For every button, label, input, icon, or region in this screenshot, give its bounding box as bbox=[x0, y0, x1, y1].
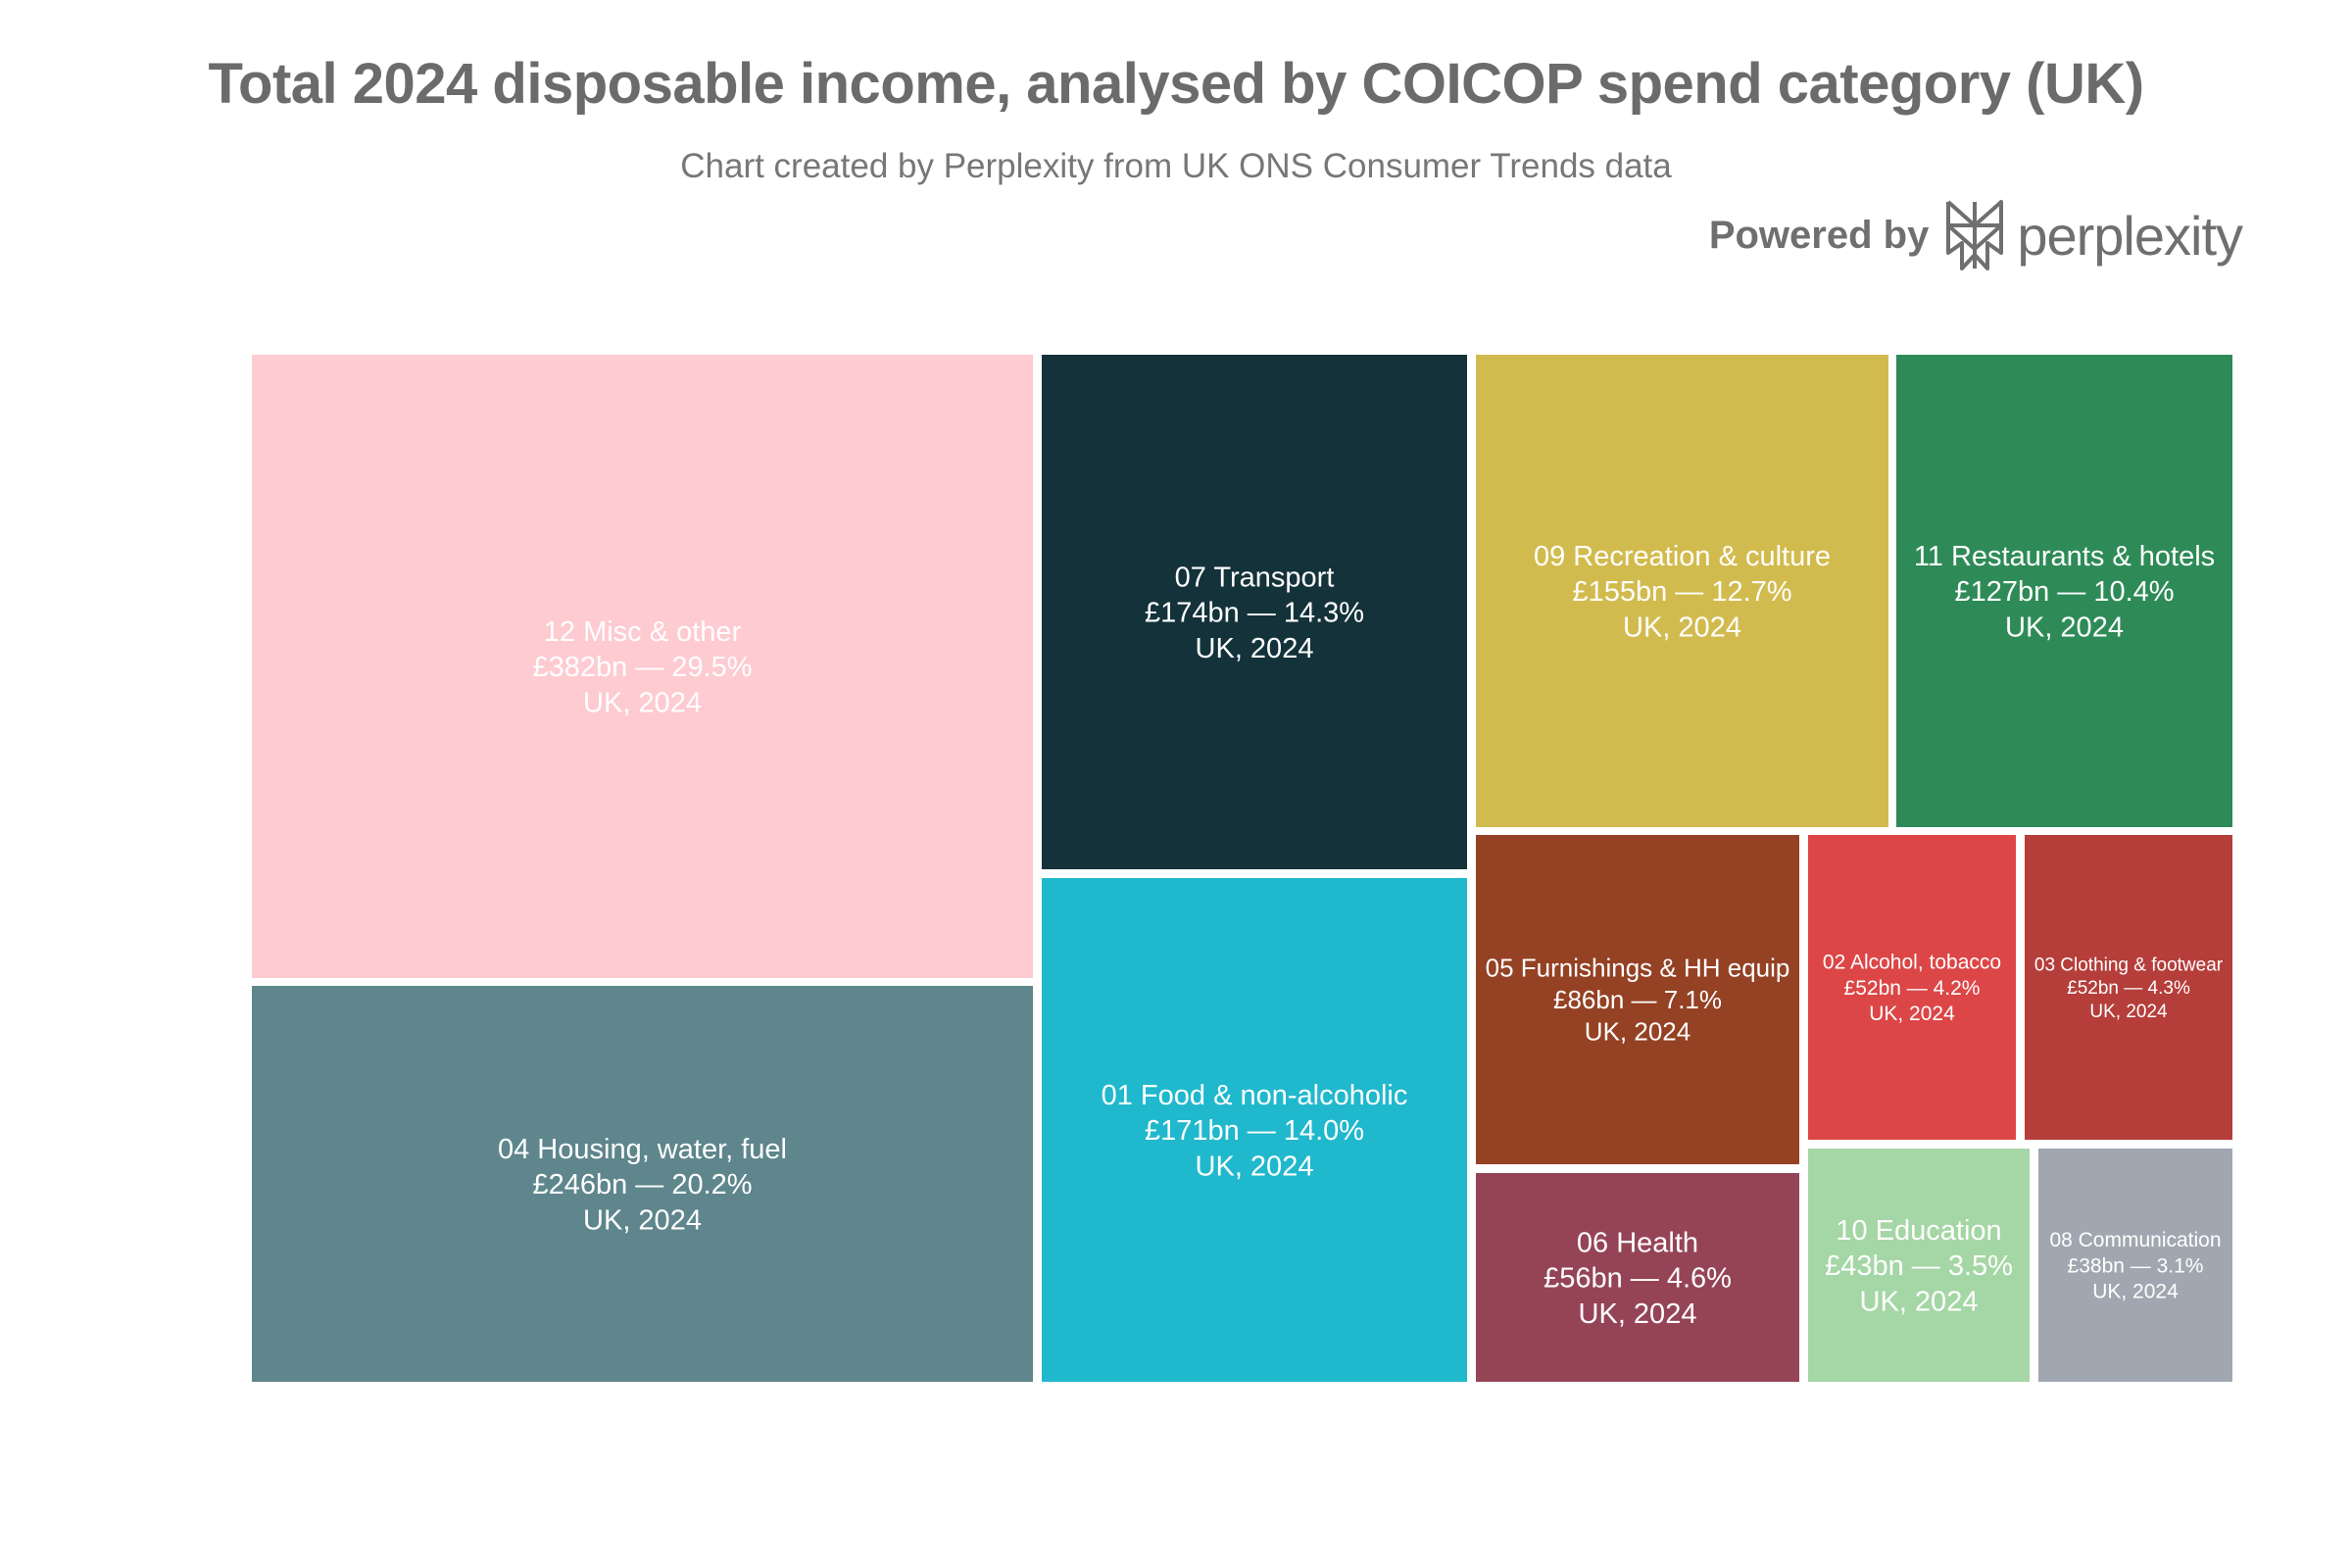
tile-name-label: 03 Clothing & footwear bbox=[2034, 955, 2224, 975]
treemap-tile-12-misc-other[interactable]: 12 Misc & other £382bn — 29.5% UK, 2024 bbox=[252, 355, 1033, 978]
tile-name-label: 06 Health bbox=[1577, 1227, 1698, 1258]
tile-name-label: 08 Communication bbox=[2049, 1229, 2221, 1251]
powered-by-badge: Powered by perplexity bbox=[1708, 196, 2243, 274]
treemap-tile-06-health[interactable]: 06 Health £56bn — 4.6%UK, 2024 bbox=[1476, 1173, 1799, 1382]
tile-name-label: 09 Recreation & culture bbox=[1534, 541, 1831, 572]
tile-sub-label: UK, 2024 bbox=[1196, 633, 1314, 664]
chart-subtitle: Chart created by Perplexity from UK ONS … bbox=[680, 147, 1672, 185]
treemap-tile-01-food-non-alcoholic[interactable]: 01 Food & non-alcoholic £171bn — 14.0% UK,… bbox=[1042, 878, 1467, 1382]
tile-sub-label: UK, 2024 bbox=[1196, 1151, 1314, 1182]
treemap-tile-04-housing-water-fuel[interactable]: 04 Housing, water, fuel £246bn — 20.2% UK,… bbox=[252, 986, 1033, 1382]
tile-sub-label: UK, 2024 bbox=[1623, 612, 1741, 643]
tile-name-label: 10 Education bbox=[1836, 1215, 2001, 1247]
treemap-tile-02-alcohol-tobacco[interactable]: 02 Alcohol, tobacco £52bn — 4.2% UK, 2024 bbox=[1808, 835, 2016, 1140]
treemap-tile-11-restaurants-hotels[interactable]: 11 Restaurants & hotels £127bn — 10.4% UK,… bbox=[1896, 355, 2232, 827]
tile-name-label: 05 Furnishings & HH equip bbox=[1486, 954, 1790, 983]
treemap-tile-rect bbox=[1808, 1149, 2030, 1382]
tile-sub-label: UK, 2024 bbox=[1585, 1017, 1690, 1047]
treemap-tile-rect bbox=[1808, 835, 2016, 1140]
treemap-tile-rect bbox=[252, 355, 1033, 978]
tile-value-label: £382bn — 29.5% bbox=[532, 652, 752, 683]
treemap-tile-rect bbox=[1896, 355, 2232, 827]
tile-sub-label: UK, 2024 bbox=[1869, 1003, 1955, 1025]
tile-value-label: £86bn — 7.1% bbox=[1553, 985, 1722, 1014]
treemap-tile-rect bbox=[1476, 355, 1888, 827]
tile-value-label: £171bn — 14.0% bbox=[1145, 1115, 1364, 1147]
tile-value-label: £38bn — 3.1% bbox=[2068, 1254, 2204, 1277]
tile-value-label: £174bn — 14.3% bbox=[1145, 598, 1364, 629]
tile-value-label: £52bn — 4.3% bbox=[2067, 978, 2190, 999]
treemap-tile-rect bbox=[252, 986, 1033, 1382]
treemap-tile-rect bbox=[1476, 835, 1799, 1164]
treemap-tile-rect bbox=[1042, 355, 1467, 869]
tile-name-label: 02 Alcohol, tobacco bbox=[1823, 952, 2001, 974]
perplexity-wordmark: perplexity bbox=[2017, 204, 2243, 267]
treemap-tile-rect bbox=[2038, 1149, 2232, 1382]
treemap-tile-rect bbox=[1042, 878, 1467, 1382]
tile-value-label: £127bn — 10.4% bbox=[1954, 576, 2174, 608]
tile-sub-label: UK, 2024 bbox=[2092, 1281, 2179, 1303]
tile-value-label: £43bn — 3.5% bbox=[1825, 1250, 2013, 1282]
treemap-tile-05-furnishings-hh-equip[interactable]: 05 Furnishings & HH equip£86bn — 7.1% UK,… bbox=[1476, 835, 1799, 1164]
tile-value-label: £52bn — 4.2% bbox=[1844, 977, 1981, 1000]
tile-name-label: 11 Restaurants & hotels bbox=[1914, 541, 2215, 572]
chart-title: Total 2024 disposable income, analysed b… bbox=[208, 52, 2144, 116]
treemap-tile-rect bbox=[1476, 1173, 1799, 1382]
tile-value-label: £246bn — 20.2% bbox=[532, 1169, 752, 1200]
treemap-tile-10-education[interactable]: 10 Education£43bn — 3.5% UK, 2024 bbox=[1808, 1149, 2030, 1382]
tile-value-label: £56bn — 4.6% bbox=[1544, 1263, 1732, 1295]
tile-sub-label: UK, 2024 bbox=[583, 687, 702, 718]
tile-name-label: 12 Misc & other bbox=[544, 616, 742, 648]
tile-name-label: 04 Housing, water, fuel bbox=[498, 1134, 787, 1165]
treemap-tile-09-recreation-culture[interactable]: 09 Recreation & culture £155bn — 12.7% UK,… bbox=[1476, 355, 1888, 827]
treemap-tile-08-communication[interactable]: 08 Communication £38bn — 3.1% UK, 2024 bbox=[2038, 1149, 2232, 1382]
tile-value-label: £155bn — 12.7% bbox=[1572, 576, 1791, 608]
treemap-tile-rect bbox=[2025, 835, 2232, 1140]
treemap-tile-07-transport[interactable]: 07 Transport £174bn — 14.3% UK, 2024 bbox=[1042, 355, 1467, 869]
tile-sub-label: UK, 2024 bbox=[2005, 612, 2124, 643]
tile-sub-label: UK, 2024 bbox=[1860, 1286, 1979, 1317]
tile-name-label: 01 Food & non-alcoholic bbox=[1102, 1080, 1408, 1111]
tile-name-label: 07 Transport bbox=[1175, 562, 1335, 593]
perplexity-logo-icon bbox=[1946, 200, 2004, 270]
tile-sub-label: UK, 2024 bbox=[2089, 1002, 2168, 1022]
tile-sub-label: UK, 2024 bbox=[583, 1204, 702, 1236]
tile-sub-label: UK, 2024 bbox=[1579, 1298, 1697, 1330]
treemap-tile-03-clothing-footwear[interactable]: 03 Clothing & footwear £52bn — 4.3% UK, 20… bbox=[2025, 835, 2232, 1140]
powered-by-label: Powered by bbox=[1708, 213, 1930, 257]
